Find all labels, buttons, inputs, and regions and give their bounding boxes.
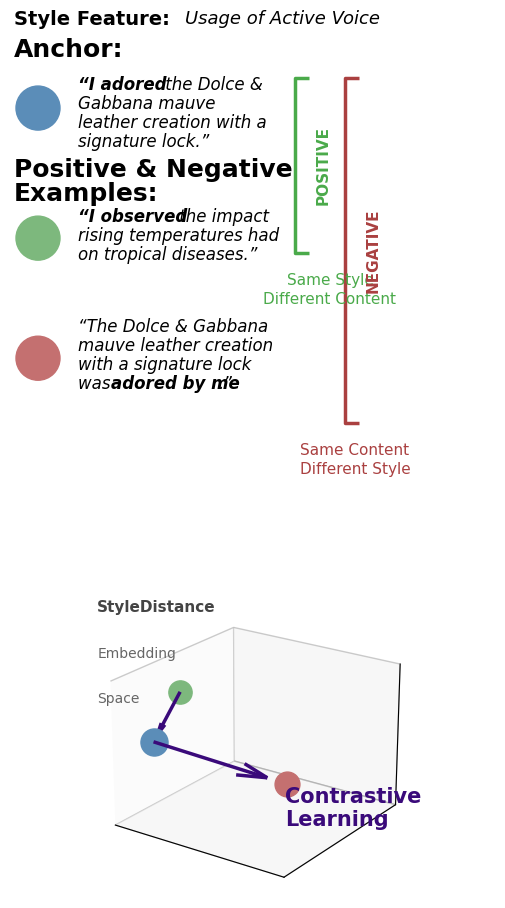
- Text: rising temperatures had: rising temperatures had: [78, 227, 279, 245]
- Text: was: was: [78, 375, 116, 393]
- Text: on tropical diseases.”: on tropical diseases.”: [78, 246, 257, 264]
- Text: NEGATIVE: NEGATIVE: [365, 209, 380, 293]
- Text: “The Dolce & Gabbana: “The Dolce & Gabbana: [78, 318, 268, 336]
- Text: Usage of Active Voice: Usage of Active Voice: [185, 10, 379, 28]
- Circle shape: [16, 86, 60, 130]
- Text: the impact: the impact: [174, 208, 269, 226]
- Text: Same Style
Different Content: Same Style Different Content: [263, 273, 396, 307]
- Text: Style Feature:: Style Feature:: [14, 10, 170, 29]
- Text: Embedding: Embedding: [97, 647, 176, 661]
- Text: “I adored: “I adored: [78, 76, 166, 94]
- Text: “I observed: “I observed: [78, 208, 187, 226]
- Text: signature lock.”: signature lock.”: [78, 133, 209, 151]
- Text: Positive & Negative: Positive & Negative: [14, 158, 292, 183]
- Text: the Dolce &: the Dolce &: [160, 76, 263, 94]
- Text: Anchor:: Anchor:: [14, 38, 123, 62]
- Text: adored by me: adored by me: [111, 375, 239, 393]
- Text: POSITIVE: POSITIVE: [315, 126, 330, 205]
- Circle shape: [16, 216, 60, 261]
- Text: mauve leather creation: mauve leather creation: [78, 337, 273, 355]
- Circle shape: [16, 336, 60, 380]
- Text: Same Content
Different Style: Same Content Different Style: [299, 443, 410, 477]
- Text: Space: Space: [97, 692, 139, 706]
- Text: with a signature lock: with a signature lock: [78, 356, 251, 374]
- Text: .”: .”: [218, 375, 231, 393]
- Text: Examples:: Examples:: [14, 183, 158, 206]
- Text: leather creation with a: leather creation with a: [78, 114, 266, 132]
- Text: Contrastive
Learning: Contrastive Learning: [284, 787, 420, 831]
- Text: Gabbana mauve: Gabbana mauve: [78, 95, 215, 114]
- Text: StyleDistance: StyleDistance: [97, 600, 216, 615]
